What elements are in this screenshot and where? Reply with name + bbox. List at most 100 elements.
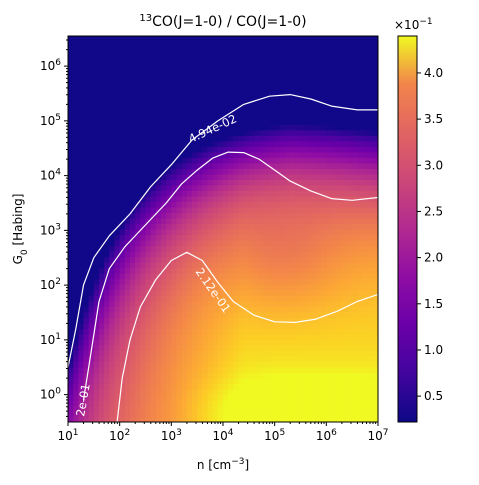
heatmap-cell — [88, 267, 95, 274]
heatmap-cell — [290, 157, 296, 164]
heatmap-cell — [192, 113, 198, 120]
heatmap-cell — [295, 339, 302, 346]
heatmap-cell — [150, 344, 157, 351]
heatmap-cell — [326, 300, 333, 307]
heatmap-cell — [104, 201, 110, 208]
heatmap-cell — [347, 416, 353, 422]
heatmap-cell — [336, 405, 343, 412]
heatmap-cell — [166, 69, 172, 76]
heatmap-cell — [140, 184, 147, 191]
heatmap-cell — [254, 190, 260, 197]
heatmap-cell — [130, 350, 136, 357]
heatmap-cell — [295, 85, 302, 92]
heatmap-cell — [259, 344, 265, 351]
heatmap-cell — [68, 410, 74, 418]
heatmap-cell — [243, 41, 250, 48]
heatmap-cell — [88, 388, 95, 396]
heatmap-cell — [336, 129, 343, 136]
heatmap-cell — [223, 251, 229, 258]
heatmap-cell — [238, 151, 245, 158]
heatmap-cell — [367, 416, 374, 422]
heatmap-cell — [145, 184, 152, 191]
heatmap-cell — [171, 399, 178, 407]
heatmap-cell — [223, 339, 229, 346]
heatmap-cell — [290, 124, 296, 131]
heatmap-cell — [135, 146, 141, 153]
heatmap-cell — [264, 80, 271, 87]
heatmap-cell — [119, 339, 126, 346]
heatmap-cell — [274, 245, 281, 252]
heatmap-cell — [104, 118, 110, 125]
heatmap-cell — [347, 179, 353, 186]
heatmap-cell — [155, 47, 162, 54]
heatmap-cell — [130, 74, 136, 81]
heatmap-cell — [176, 58, 183, 65]
heatmap-cell — [145, 229, 152, 236]
heatmap-cell — [104, 223, 110, 230]
heatmap-cell — [166, 306, 172, 313]
heatmap-cell — [305, 388, 312, 396]
heatmap-cell — [140, 322, 147, 329]
heatmap-cell — [254, 135, 260, 142]
heatmap-cell — [274, 96, 281, 103]
heatmap-cell — [192, 69, 198, 76]
heatmap-cell — [171, 289, 178, 296]
heatmap-cell — [83, 289, 90, 296]
heatmap-cell — [207, 394, 214, 401]
heatmap-cell — [233, 410, 240, 418]
heatmap-cell — [78, 74, 85, 81]
heatmap-cell — [233, 377, 240, 384]
heatmap-cell — [238, 157, 245, 164]
heatmap-cell — [119, 377, 126, 384]
heatmap-cell — [321, 262, 327, 269]
heatmap-cell — [285, 96, 291, 103]
heatmap-cell — [336, 289, 343, 296]
heatmap-cell — [243, 278, 250, 285]
heatmap-cell — [104, 350, 110, 357]
heatmap-cell — [341, 262, 348, 269]
heatmap-cell — [279, 416, 286, 422]
heatmap-cell — [93, 91, 100, 98]
heatmap-cell — [155, 416, 162, 422]
heatmap-cell — [93, 41, 100, 48]
heatmap-cell — [119, 212, 126, 219]
heatmap-cell — [68, 69, 74, 76]
heatmap-cell — [264, 311, 271, 318]
heatmap-cell — [130, 278, 136, 285]
heatmap-cell — [331, 388, 338, 396]
heatmap-cell — [88, 52, 95, 59]
heatmap-cell — [269, 113, 276, 120]
heatmap-cell — [150, 157, 157, 164]
heatmap-cell — [217, 306, 224, 313]
heatmap-cell — [176, 201, 183, 208]
heatmap-cell — [124, 344, 131, 351]
heatmap-cell — [88, 124, 95, 131]
heatmap-cell — [259, 212, 265, 219]
heatmap-cell — [119, 190, 126, 197]
heatmap-cell — [114, 344, 121, 351]
heatmap-cell — [269, 311, 276, 318]
heatmap-cell — [135, 96, 141, 103]
heatmap-cell — [109, 129, 116, 136]
heatmap-cell — [68, 223, 74, 230]
heatmap-cell — [279, 355, 286, 362]
heatmap-cell — [248, 366, 255, 373]
heatmap-cell — [119, 184, 126, 191]
heatmap-cell — [155, 118, 162, 125]
heatmap-cell — [372, 256, 378, 263]
heatmap-cell — [357, 91, 364, 98]
heatmap-cell — [357, 41, 364, 48]
heatmap-cell — [269, 162, 276, 169]
heatmap-cell — [238, 306, 245, 313]
heatmap-cell — [140, 151, 147, 158]
heatmap-cell — [290, 80, 296, 87]
heatmap-cell — [357, 113, 364, 120]
heatmap-cell — [259, 69, 265, 76]
heatmap-cell — [192, 173, 198, 180]
heatmap-cell — [135, 69, 141, 76]
heatmap-cell — [171, 339, 178, 346]
heatmap-cell — [73, 58, 79, 65]
heatmap-cell — [321, 405, 327, 412]
heatmap-cell — [290, 74, 296, 81]
heatmap-cell — [119, 240, 126, 247]
